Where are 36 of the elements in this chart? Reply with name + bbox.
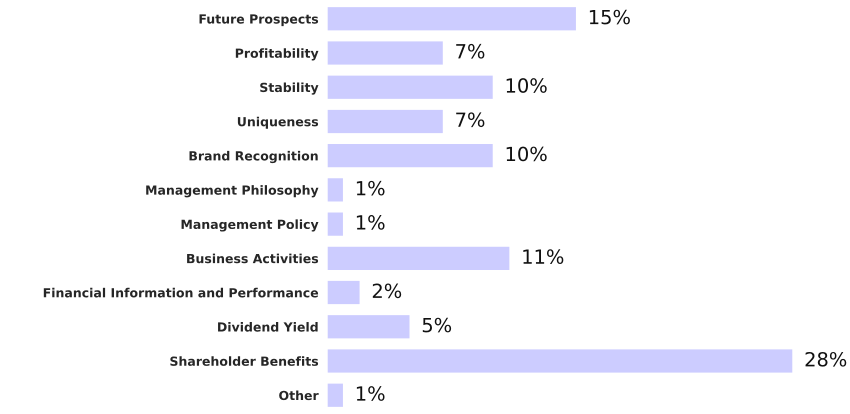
bar: [327, 6, 578, 32]
y-tick-label: Business Activities: [187, 254, 318, 264]
data-label: 1%: [356, 180, 385, 196]
y-tick-label: Profitability: [236, 48, 318, 60]
bar: [327, 142, 494, 169]
y-tick-label: Management Philosophy: [146, 185, 318, 198]
bar: [327, 108, 444, 134]
bar: [327, 382, 344, 408]
data-label: 11%: [523, 249, 564, 264]
bar: [327, 348, 793, 374]
y-tick-label: Shareholder Benefits: [170, 356, 318, 366]
y-tick-label: Management Policy: [182, 219, 318, 232]
data-label: 7%: [456, 112, 484, 128]
data-label: 1%: [356, 215, 385, 230]
data-label: 10%: [506, 146, 547, 162]
y-tick-label: Stability: [260, 82, 318, 95]
y-tick-label: Brand Recognition: [190, 150, 318, 164]
y-tick-label: Uniqueness: [238, 116, 318, 129]
bar: [327, 280, 361, 306]
bar: [327, 245, 511, 272]
y-tick-label: Future Prospects: [200, 14, 318, 26]
bar: [327, 314, 411, 340]
data-label: 5%: [422, 318, 452, 332]
bar: [327, 74, 494, 100]
y-tick-label: Financial Information and Performance: [44, 288, 318, 298]
data-label: 1%: [356, 386, 385, 401]
bar: [327, 211, 344, 238]
y-tick-label: Dividend Yield: [218, 322, 318, 332]
bar: [327, 40, 444, 66]
data-label: 15%: [590, 10, 630, 24]
bar: [327, 176, 344, 203]
data-label: 28%: [806, 352, 846, 367]
y-tick-label: Other: [279, 390, 319, 400]
data-label: 10%: [506, 78, 547, 93]
data-label: 7%: [456, 44, 484, 59]
data-label: 2%: [372, 283, 402, 298]
